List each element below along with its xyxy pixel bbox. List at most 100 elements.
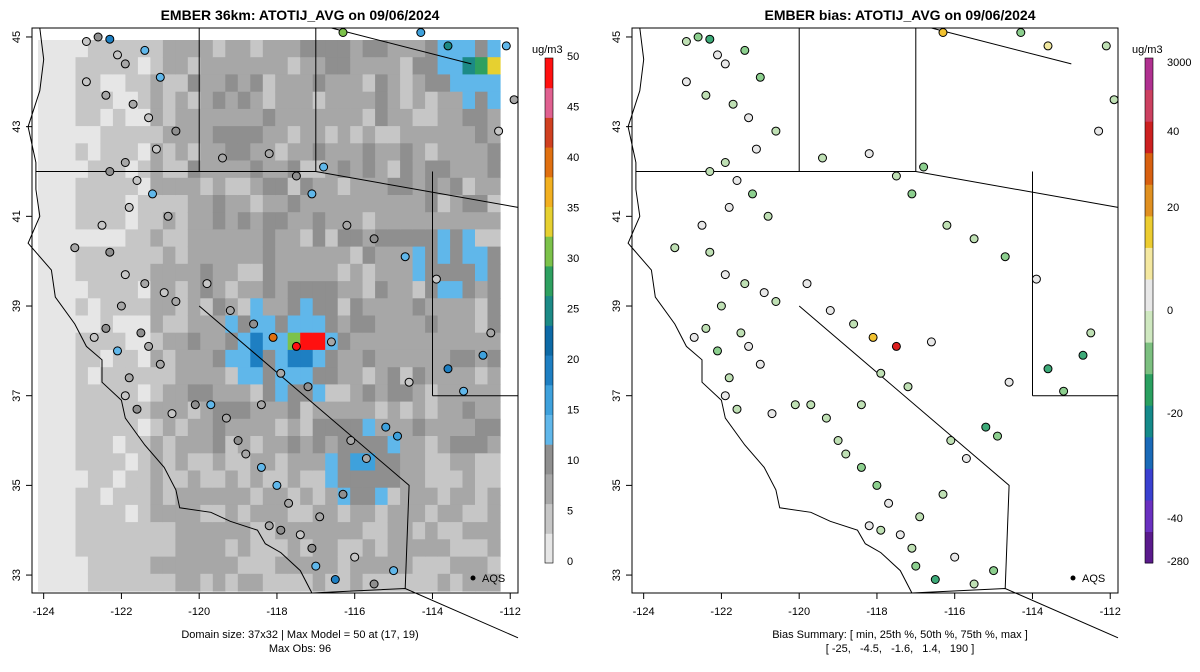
observation-station-marker [101, 90, 111, 100]
model-grid-cell [300, 40, 314, 58]
model-grid-cell [225, 539, 239, 558]
model-grid-cell [38, 436, 52, 454]
model-grid-cell [75, 539, 89, 558]
observation-station-marker [342, 220, 352, 230]
model-grid-cell [187, 263, 201, 282]
model-grid-cell [212, 40, 226, 58]
y-tick-label: 43 [611, 121, 623, 133]
model-grid-cell [287, 504, 301, 523]
model-grid-cell [75, 91, 89, 110]
model-grid-cell [412, 263, 426, 282]
model-grid-cell [362, 74, 376, 93]
model-grid-cell [225, 57, 239, 75]
model-grid-cell [262, 74, 276, 93]
model-grid-cell [337, 349, 351, 368]
model-grid-cell [237, 40, 251, 58]
bias-station-marker [724, 373, 734, 383]
x-tick-label: -124 [633, 606, 655, 618]
x-tick-label: -122 [110, 606, 132, 618]
bias-station-marker [818, 153, 827, 163]
model-grid-cell [487, 453, 501, 472]
model-grid-cell [475, 487, 489, 506]
model-grid-cell [200, 143, 214, 162]
observation-station-marker [148, 189, 157, 199]
model-grid-cell [350, 212, 364, 230]
model-grid-cell [137, 539, 151, 558]
model-grid-cell [300, 349, 314, 368]
model-grid-cell [312, 349, 326, 368]
model-grid-cell [362, 487, 376, 506]
model-grid-cell [412, 177, 426, 196]
model-grid-cell [150, 401, 164, 420]
model-grid-cell [300, 556, 314, 575]
bias-station-marker [670, 243, 680, 253]
model-grid-cell [375, 143, 389, 162]
bias-station-marker [969, 234, 979, 244]
y-tick-label: 35 [611, 479, 623, 491]
model-grid-cell [87, 195, 101, 213]
model-grid-cell [400, 418, 414, 437]
observation-station-marker [361, 454, 371, 463]
model-grid-cell [50, 539, 64, 558]
model-grid-cell [50, 487, 64, 506]
model-grid-cell [437, 384, 451, 403]
model-grid-cell [137, 556, 151, 575]
model-grid-cell [112, 195, 126, 213]
model-grid-cell [400, 195, 414, 213]
model-grid-cell [250, 40, 264, 58]
model-grid-cell [100, 74, 114, 93]
model-colorbar-tick-label: 5 [567, 506, 573, 518]
model-colorbar-tick-label: 45 [567, 102, 579, 114]
model-grid-cell [275, 418, 289, 437]
model-grid-cell [475, 556, 489, 575]
bias-colorbar-segment [1145, 405, 1153, 438]
model-grid-cell [250, 298, 264, 317]
bias-station-marker [989, 566, 999, 576]
model-grid-cell [437, 263, 451, 282]
model-grid-cell [275, 108, 289, 127]
model-grid-cell [75, 384, 89, 403]
model-grid-cell [275, 40, 289, 58]
model-grid-cell [250, 384, 264, 403]
model-grid-cell [100, 367, 114, 385]
model-grid-cell [63, 522, 77, 540]
bias-station-marker [872, 480, 882, 490]
model-grid-cell [400, 401, 414, 420]
model-grid-cell [63, 40, 77, 58]
model-colorbar-tick-label: 50 [567, 51, 579, 63]
bias-station-marker [732, 176, 742, 185]
model-grid-cell [337, 539, 351, 558]
model-grid-cell [300, 160, 314, 179]
model-grid-cell [400, 281, 414, 299]
x-tick-label: -112 [1100, 606, 1121, 618]
observation-station-marker [389, 566, 399, 576]
y-tick-label: 43 [11, 121, 23, 133]
model-grid-cell [325, 246, 339, 265]
model-grid-cell [337, 573, 351, 592]
model-grid-cell [312, 74, 326, 93]
aqs-legend-label: AQS [482, 573, 505, 585]
model-grid-cell [175, 91, 189, 110]
model-grid-cell [287, 401, 301, 420]
model-grid-cell [63, 160, 77, 179]
model-grid-cell [425, 298, 439, 317]
model-grid-cell [137, 126, 151, 144]
model-grid-cell [362, 384, 376, 403]
bias-station-marker [740, 45, 750, 55]
model-grid-cell [312, 487, 326, 506]
model-grid-cell [38, 246, 52, 265]
model-grid-cell [462, 108, 476, 127]
model-grid-cell [437, 556, 451, 575]
x-tick-label: -118 [266, 606, 287, 618]
model-grid-cell [237, 91, 251, 110]
model-grid-cell [462, 315, 476, 334]
model-grid-cell [462, 57, 476, 75]
model-grid-cell [212, 522, 226, 540]
observation-station-marker [116, 301, 126, 311]
model-grid-cell [87, 522, 101, 540]
model-grid-cell [350, 177, 364, 196]
model-grid-cell [350, 418, 364, 437]
model-grid-cell [262, 177, 276, 196]
model-grid-cell [437, 177, 451, 196]
model-grid-cell [350, 401, 364, 420]
